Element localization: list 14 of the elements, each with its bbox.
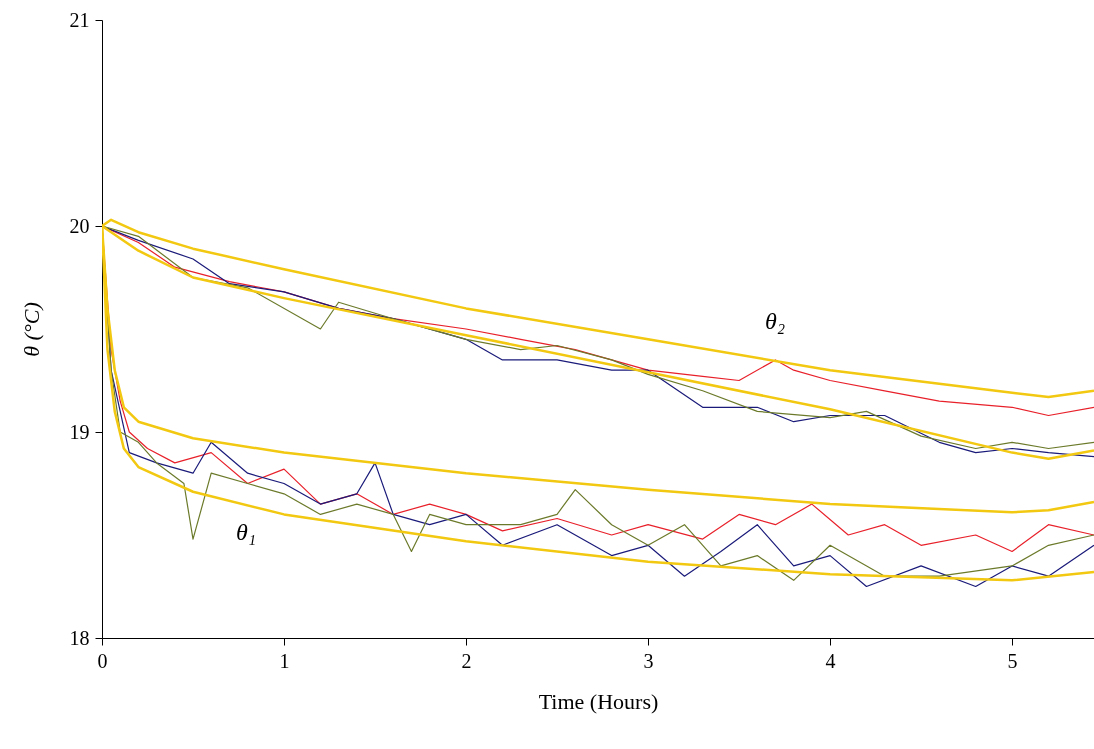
- annotation: θ₂: [764, 308, 786, 334]
- y-tick-label: 19: [69, 420, 90, 443]
- x-tick-label: 4: [825, 649, 836, 672]
- x-tick-label: 3: [643, 649, 654, 672]
- annotation: θ₁: [235, 519, 257, 545]
- x-tick-label: 1: [279, 649, 290, 672]
- x-tick-label: 2: [461, 649, 472, 672]
- y-tick-label: 20: [69, 214, 90, 237]
- y-tick-label: 21: [69, 8, 90, 31]
- x-tick-label: 0: [97, 649, 108, 672]
- x-axis-title: Time (Hours): [538, 688, 659, 714]
- x-tick-label: 5: [1007, 649, 1018, 672]
- y-tick-label: 18: [69, 626, 90, 649]
- y-axis-title: θ (°C): [18, 302, 44, 357]
